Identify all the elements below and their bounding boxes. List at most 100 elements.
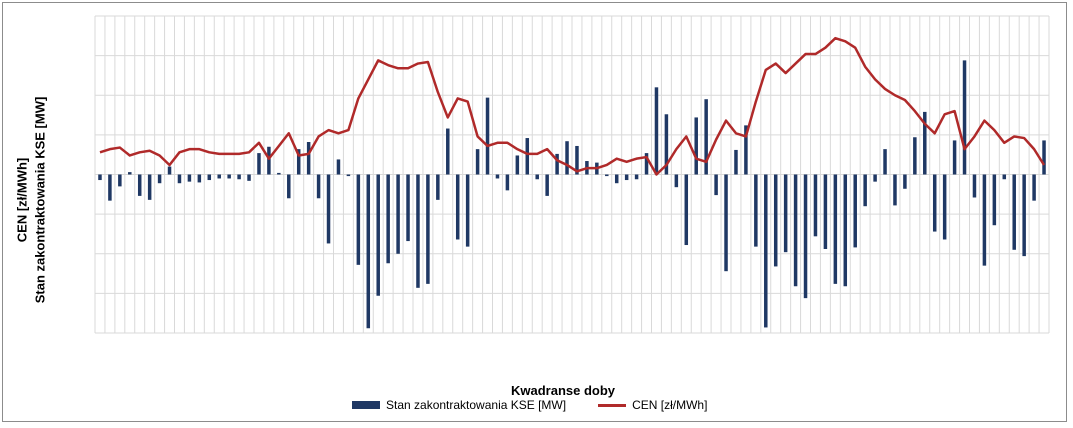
bar: [853, 174, 857, 248]
bar: [396, 174, 400, 254]
bar: [475, 149, 480, 175]
bar: [465, 174, 470, 247]
bar: [803, 174, 808, 299]
bar: [833, 174, 838, 284]
bar: [267, 146, 271, 175]
bar: [1002, 174, 1007, 180]
bar: [197, 174, 202, 183]
bar: [913, 137, 917, 175]
bar: [386, 174, 390, 264]
bar: [237, 174, 241, 180]
bar: [724, 174, 728, 272]
bar: [744, 125, 748, 175]
bar: [515, 155, 520, 175]
bar-series: [98, 60, 1046, 329]
bar: [704, 99, 708, 175]
bar: [167, 166, 172, 175]
legend-label-bars: Stan zakontraktowania KSE [MW]: [386, 398, 567, 412]
bar: [376, 174, 380, 296]
bar: [764, 174, 768, 328]
bar: [207, 174, 212, 181]
bar: [406, 174, 410, 242]
bar: [535, 174, 539, 180]
x-axis-label: Kwadranse doby: [510, 383, 616, 398]
bar: [446, 128, 450, 175]
bar: [674, 174, 679, 188]
bar: [634, 174, 639, 180]
bar: [992, 174, 997, 226]
bar: [426, 174, 430, 284]
bar: [277, 172, 281, 175]
bar: [296, 149, 301, 175]
bar: [893, 174, 897, 206]
bar: [326, 174, 331, 244]
bar: [436, 174, 440, 200]
bar: [863, 174, 867, 207]
bar: [773, 174, 778, 267]
bar: [555, 153, 559, 175]
bar: [932, 174, 937, 232]
legend-item-line: CEN [zł/MWh]: [598, 398, 707, 412]
bar: [356, 174, 361, 265]
bar: [147, 174, 152, 200]
bar: [684, 174, 689, 246]
bar: [754, 174, 758, 247]
price-line: [99, 36, 1046, 176]
bar: [982, 174, 987, 266]
bar: [962, 60, 967, 175]
bar: [217, 174, 221, 179]
bar: [605, 174, 609, 177]
bar: [923, 111, 927, 175]
bar: [1022, 174, 1026, 257]
bar: [287, 174, 291, 199]
bar: [227, 174, 231, 179]
bar: [306, 142, 311, 175]
bar: [883, 149, 887, 175]
bar: [108, 174, 112, 201]
bar: [366, 174, 371, 329]
bar: [525, 138, 530, 175]
bar: [118, 174, 122, 187]
bar: [187, 174, 192, 182]
bar: [614, 174, 619, 184]
bar: [694, 117, 698, 175]
bar: [714, 174, 718, 196]
bar: [485, 97, 490, 175]
bar: [664, 114, 669, 175]
bar: [942, 174, 947, 240]
bar: [952, 140, 957, 175]
legend-swatch-line: [598, 403, 627, 407]
bar: [1042, 140, 1046, 175]
bar: [505, 174, 510, 191]
legend: Stan zakontraktowania KSE [MW] CEN [zł/M…: [352, 398, 707, 412]
bar: [1012, 174, 1016, 250]
bar: [972, 174, 977, 198]
bar: [843, 174, 848, 287]
bar: [346, 174, 351, 177]
legend-item-bars: Stan zakontraktowania KSE [MW]: [352, 398, 566, 412]
bar: [157, 174, 162, 184]
bar: [247, 174, 251, 181]
bar: [823, 174, 828, 249]
bar: [793, 174, 798, 287]
y-axis-label-contract: Stan zakontraktowania KSE [MW]: [32, 96, 48, 304]
bar: [495, 174, 500, 179]
bar: [416, 174, 420, 288]
y-axis-label-price: CEN [zł/MWh]: [14, 157, 30, 243]
legend-label-line: CEN [zł/MWh]: [632, 398, 708, 412]
bar: [137, 174, 142, 196]
bar: [177, 174, 182, 184]
bar: [903, 174, 907, 189]
bar: [575, 145, 579, 175]
bar: [565, 141, 569, 175]
bar: [98, 174, 102, 181]
bar: [624, 174, 629, 181]
bar: [128, 172, 132, 175]
bar: [455, 174, 460, 240]
bar: [257, 153, 261, 175]
bar: [873, 174, 877, 182]
bar: [1032, 174, 1036, 201]
grid: [94, 15, 1050, 334]
bar: [644, 153, 649, 175]
